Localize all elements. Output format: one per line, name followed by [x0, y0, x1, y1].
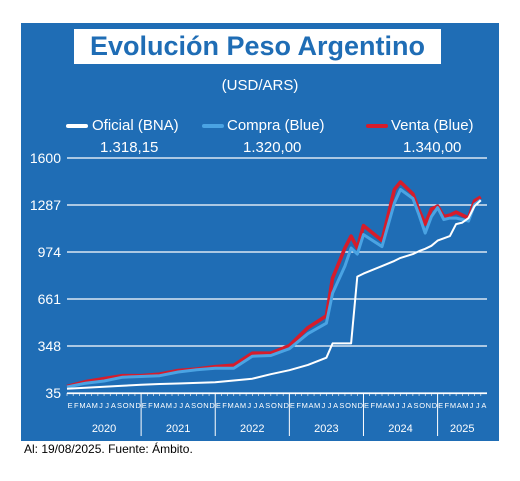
month-label: J [254, 401, 258, 410]
month-label: A [457, 401, 462, 410]
y-tick-label: 1287 [30, 197, 61, 213]
latest-oficial: 1.318,15 [100, 139, 159, 156]
month-label: M [92, 401, 98, 410]
month-label: A [160, 401, 165, 410]
legend-swatch-compra [202, 124, 224, 128]
month-label: J [402, 401, 406, 410]
month-label: N [129, 401, 134, 410]
month-label: E [142, 401, 147, 410]
latest-venta: 1.340,00 [403, 139, 462, 156]
month-label: O [123, 401, 129, 410]
chart-panel [21, 23, 499, 441]
month-label: S [117, 401, 122, 410]
month-label: F [370, 401, 375, 410]
month-label: E [364, 401, 369, 410]
chart-unit: (USD/ARS) [221, 77, 299, 94]
year-label: 2024 [388, 423, 412, 435]
month-label: F [148, 401, 153, 410]
year-label: 2025 [450, 423, 474, 435]
legend-venta: Venta (Blue) [391, 117, 474, 134]
month-label: D [209, 401, 215, 410]
month-label: M [462, 401, 468, 410]
month-label: A [86, 401, 91, 410]
month-label: F [296, 401, 301, 410]
y-tick-label: 661 [38, 291, 62, 307]
month-label: S [265, 401, 270, 410]
y-tick-label: 35 [45, 385, 61, 401]
month-label: O [271, 401, 277, 410]
series-line-compra-blue [66, 188, 482, 389]
month-label: N [426, 401, 431, 410]
month-label: A [481, 401, 486, 410]
month-label: M [153, 401, 159, 410]
month-label: J [470, 401, 474, 410]
legend-swatch-venta [366, 124, 388, 128]
month-label: E [216, 401, 221, 410]
month-label: M [166, 401, 172, 410]
month-label: A [259, 401, 264, 410]
month-label: M [450, 401, 456, 410]
month-label: S [339, 401, 344, 410]
month-label: M [228, 401, 234, 410]
series-line-oficial-bna [66, 199, 482, 390]
title-box [74, 29, 441, 64]
month-label: J [321, 401, 325, 410]
month-label: J [99, 401, 103, 410]
month-label: F [445, 401, 450, 410]
month-label: F [74, 401, 79, 410]
month-label: N [203, 401, 208, 410]
month-label: M [79, 401, 85, 410]
month-label: D [135, 401, 141, 410]
month-label: J [105, 401, 109, 410]
year-label: 2021 [166, 423, 190, 435]
month-label: D [284, 401, 290, 410]
legend-oficial: Oficial (BNA) [92, 117, 179, 134]
month-label: O [419, 401, 425, 410]
month-label: J [173, 401, 177, 410]
month-label: D [432, 401, 438, 410]
month-label: D [358, 401, 364, 410]
month-label: A [407, 401, 412, 410]
month-label: F [222, 401, 227, 410]
month-label: J [328, 401, 332, 410]
month-label: M [388, 401, 394, 410]
month-label: N [277, 401, 282, 410]
month-label: J [476, 401, 480, 410]
year-label: 2022 [240, 423, 264, 435]
month-label: A [333, 401, 338, 410]
month-label: O [197, 401, 203, 410]
month-label: E [290, 401, 295, 410]
month-label: S [413, 401, 418, 410]
footer-note: Al: 19/08/2025. Fuente: Ámbito. [24, 442, 193, 456]
y-tick-label: 1600 [30, 150, 61, 166]
month-label: A [383, 401, 388, 410]
month-label: E [68, 401, 73, 410]
month-label: E [438, 401, 443, 410]
month-label: S [191, 401, 196, 410]
month-label: N [351, 401, 356, 410]
y-tick-label: 348 [38, 338, 62, 354]
year-label: 2023 [314, 423, 338, 435]
month-label: M [376, 401, 382, 410]
month-label: A [308, 401, 313, 410]
year-label: 2020 [92, 423, 116, 435]
month-label: A [111, 401, 116, 410]
month-label: A [234, 401, 239, 410]
legend-compra: Compra (Blue) [227, 117, 325, 134]
latest-compra: 1.320,00 [243, 139, 302, 156]
legend-swatch-oficial [66, 124, 88, 128]
y-tick-label: 974 [38, 244, 62, 260]
month-label: M [302, 401, 308, 410]
month-label: J [179, 401, 183, 410]
month-label: J [396, 401, 400, 410]
chart-title: Evolución Peso Argentino [89, 31, 426, 61]
month-label: M [314, 401, 320, 410]
month-label: M [240, 401, 246, 410]
month-label: O [345, 401, 351, 410]
month-label: J [247, 401, 251, 410]
month-label: A [185, 401, 190, 410]
